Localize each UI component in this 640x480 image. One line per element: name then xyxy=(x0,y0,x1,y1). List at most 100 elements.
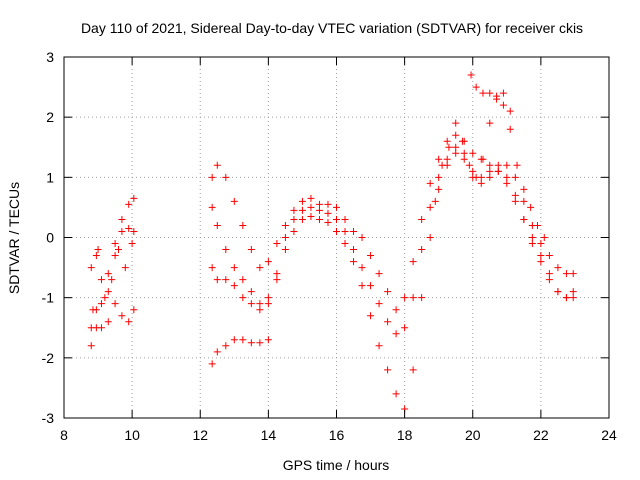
data-point xyxy=(426,203,434,211)
data-point xyxy=(315,215,323,223)
data-point xyxy=(333,227,340,235)
data-point xyxy=(452,119,460,127)
data-point xyxy=(443,155,451,163)
data-point xyxy=(358,234,366,241)
data-point xyxy=(273,240,281,248)
data-point xyxy=(409,366,417,374)
data-point xyxy=(494,167,502,175)
data-point xyxy=(503,161,511,169)
data-point xyxy=(111,300,119,308)
data-point xyxy=(104,270,112,278)
data-point xyxy=(104,288,112,296)
data-point xyxy=(367,282,375,290)
data-point xyxy=(426,179,434,187)
data-point xyxy=(409,258,417,266)
data-point xyxy=(125,200,133,208)
data-point xyxy=(315,200,323,208)
data-point xyxy=(511,197,519,205)
data-point xyxy=(290,206,298,214)
data-point xyxy=(315,206,323,214)
data-point xyxy=(513,161,521,169)
data-point xyxy=(499,101,507,109)
data-point xyxy=(281,246,289,254)
data-point xyxy=(118,312,126,320)
data-points xyxy=(87,71,577,413)
data-point xyxy=(486,89,494,97)
data-point xyxy=(213,348,221,356)
x-tick-label: 24 xyxy=(601,427,617,443)
data-point xyxy=(392,306,400,314)
data-point xyxy=(520,215,528,223)
data-point xyxy=(324,200,332,208)
data-point xyxy=(435,173,443,181)
data-point xyxy=(111,252,119,260)
data-point xyxy=(460,155,468,163)
data-point xyxy=(307,194,315,202)
series-track-7 xyxy=(208,143,577,413)
x-tick-label: 20 xyxy=(465,427,481,443)
data-point xyxy=(545,276,553,284)
data-point xyxy=(569,288,577,296)
data-point xyxy=(121,264,129,272)
data-point xyxy=(298,215,306,223)
data-point xyxy=(230,336,238,344)
data-point xyxy=(256,339,264,347)
data-point xyxy=(460,149,468,157)
data-point xyxy=(435,185,443,193)
data-point xyxy=(230,282,238,290)
data-point xyxy=(256,300,264,308)
data-point xyxy=(307,212,315,220)
data-point xyxy=(537,240,545,248)
data-point xyxy=(307,203,315,211)
series-track-5 xyxy=(208,131,577,314)
data-point xyxy=(562,294,570,302)
data-point xyxy=(264,336,272,344)
y-tick-label: -2 xyxy=(42,350,55,366)
data-point xyxy=(520,185,528,193)
data-point xyxy=(545,252,553,260)
data-point xyxy=(452,149,460,157)
data-point xyxy=(537,258,545,266)
data-point xyxy=(94,246,102,254)
data-point xyxy=(533,221,541,229)
data-point xyxy=(281,221,289,229)
data-point xyxy=(401,324,409,332)
data-point xyxy=(506,125,514,133)
series-track-8 xyxy=(208,336,272,368)
data-point xyxy=(494,161,502,169)
data-point xyxy=(239,221,247,229)
data-point xyxy=(511,191,519,199)
x-tick-label: 8 xyxy=(60,427,68,443)
data-point xyxy=(222,276,230,284)
series-track-9 xyxy=(467,71,548,241)
data-point xyxy=(459,137,467,145)
data-point xyxy=(87,324,95,332)
data-point xyxy=(537,252,545,260)
data-point xyxy=(569,294,577,302)
data-point xyxy=(208,173,216,181)
data-point xyxy=(130,227,138,235)
data-point xyxy=(486,167,494,175)
data-point xyxy=(350,227,358,235)
data-point xyxy=(401,294,409,302)
x-tick-label: 10 xyxy=(124,427,140,443)
data-point xyxy=(239,294,247,302)
data-point xyxy=(97,300,105,308)
data-point xyxy=(358,282,366,290)
data-point xyxy=(469,149,477,157)
data-point xyxy=(520,197,528,205)
data-point xyxy=(384,318,392,326)
data-point xyxy=(528,234,536,241)
data-point xyxy=(213,221,221,229)
data-point xyxy=(477,179,485,187)
data-point xyxy=(87,264,95,272)
data-point xyxy=(333,215,340,223)
data-point xyxy=(528,240,536,248)
data-point xyxy=(465,161,473,169)
data-point xyxy=(341,215,349,223)
grid-lines xyxy=(64,57,609,418)
y-tick-label: 1 xyxy=(46,169,54,185)
data-point xyxy=(375,342,383,350)
